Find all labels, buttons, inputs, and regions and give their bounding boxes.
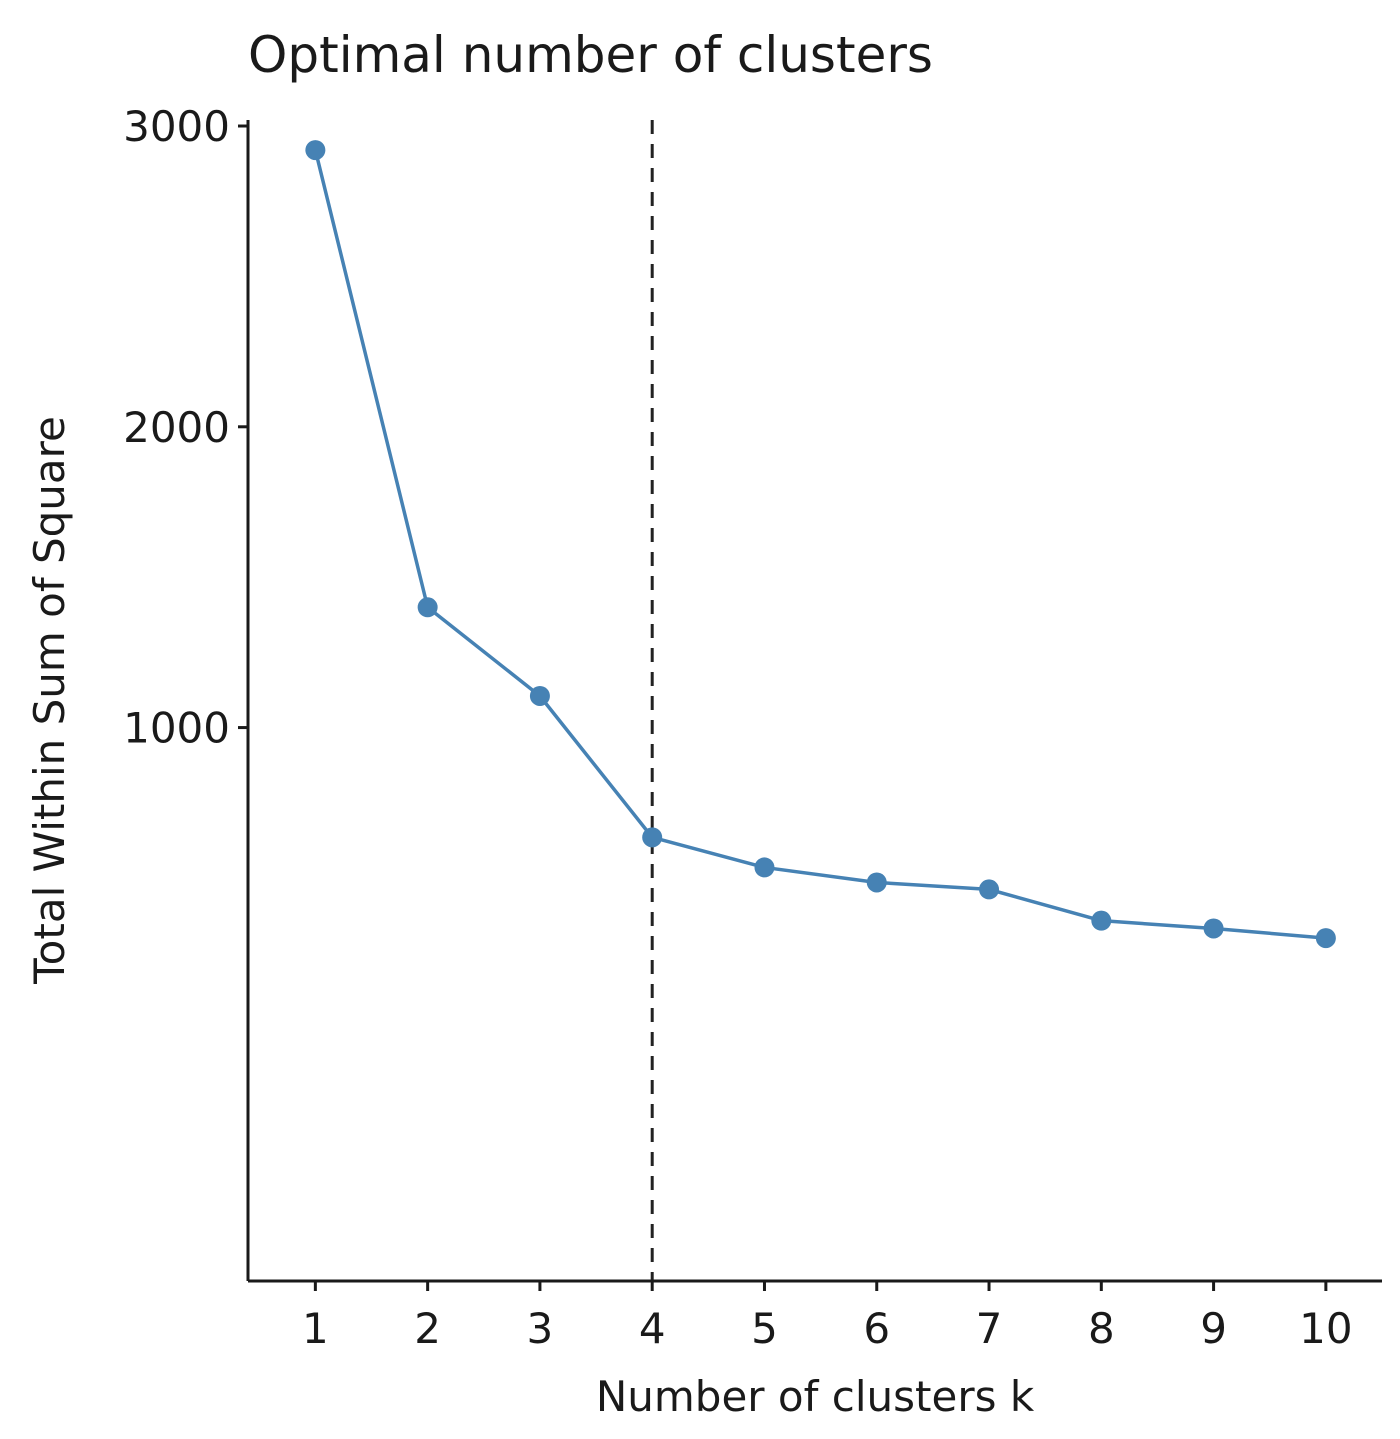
x-tick-label: 1 (302, 1304, 329, 1353)
data-point-k3 (529, 685, 550, 706)
series-line-segment (1099, 918, 1216, 931)
x-axis-title: Number of clusters k (596, 1372, 1035, 1421)
series-line-segment (538, 694, 654, 840)
x-tick-label: 4 (639, 1304, 666, 1353)
series-line-segment (650, 835, 767, 870)
y-axis-ticks: 1000 2000 3000 (123, 102, 248, 753)
x-tick-label: 3 (527, 1304, 554, 1353)
data-point-k1 (305, 140, 326, 161)
data-point-k9 (1203, 918, 1224, 939)
data-point-k2 (417, 597, 438, 618)
x-axis-ticks: 1 2 3 4 5 6 7 8 9 10 (302, 1281, 1353, 1353)
x-tick-label: 7 (976, 1304, 1003, 1353)
series-line-segment (762, 865, 879, 885)
series-line-segment (987, 887, 1104, 923)
data-point-k4 (642, 827, 663, 848)
data-point-k6 (866, 872, 887, 893)
data-point-k5 (754, 857, 775, 878)
data-point-k10 (1315, 928, 1336, 949)
series-line-segment (875, 880, 991, 892)
x-tick-label: 2 (414, 1304, 441, 1353)
series-line-segment (1211, 926, 1328, 940)
y-tick-label: 1000 (123, 704, 230, 753)
y-axis-title: Total Within Sum of Square (25, 416, 74, 985)
x-tick-label: 9 (1200, 1304, 1227, 1353)
x-tick-label: 5 (751, 1304, 778, 1353)
plot-area (305, 120, 1336, 1281)
y-tick-label: 2000 (123, 403, 230, 452)
x-tick-label: 8 (1088, 1304, 1115, 1353)
data-point-k7 (979, 879, 1000, 900)
y-tick-label: 3000 (123, 102, 230, 151)
series-line-segment (425, 605, 542, 698)
x-tick-label: 6 (863, 1304, 890, 1353)
x-tick-label: 10 (1299, 1304, 1352, 1353)
data-point-k8 (1091, 910, 1112, 931)
series-line-segment (313, 148, 430, 610)
chart-title: Optimal number of clusters (248, 26, 933, 84)
